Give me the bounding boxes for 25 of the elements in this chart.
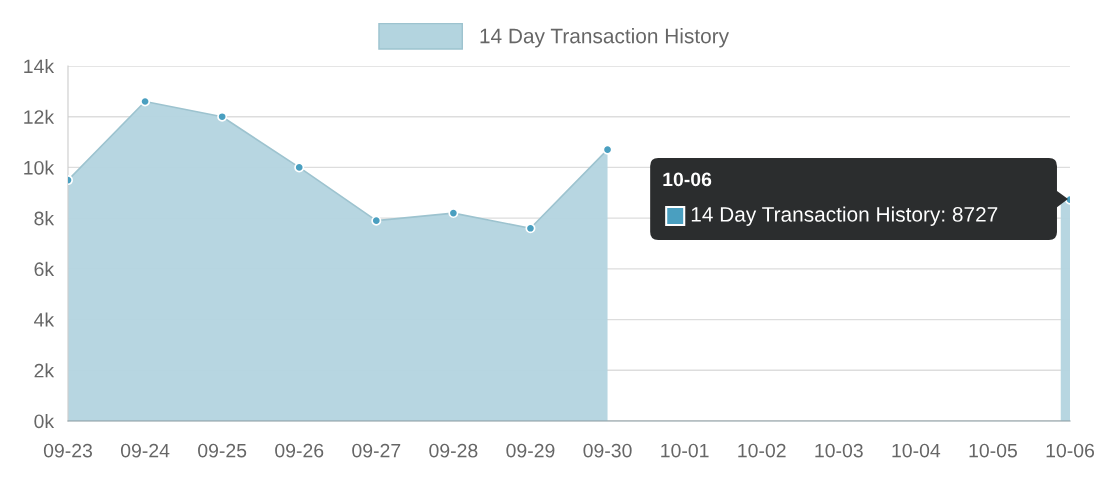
x-tick-label: 09-23 — [43, 443, 93, 458]
annotation: 10-06 — [663, 172, 712, 187]
y-tick-label: 10k — [24, 160, 55, 175]
x-tick-label: 09-30 — [583, 443, 632, 458]
x-tick-label: 10-06 — [1046, 443, 1095, 458]
x-tick-label: 09-24 — [120, 443, 170, 458]
x-tick-label: 10-03 — [815, 443, 863, 458]
x-tick-label: 09-28 — [429, 443, 478, 458]
y-tick-label: 8k — [34, 211, 55, 226]
y-tick-label: 14k — [24, 58, 55, 74]
y-tick-label: 0k — [34, 413, 55, 429]
y-tick-label: 4k — [34, 312, 55, 327]
legend-label: 14 Day Transaction History — [480, 28, 730, 48]
annotation: 14 Day Transaction History: 8727 — [691, 206, 998, 226]
y-tick-label: 2k — [34, 363, 55, 378]
x-tick-label: 10-05 — [969, 443, 1017, 458]
x-tick-label: 09-29 — [506, 443, 555, 458]
y-tick-label: 12k — [24, 109, 55, 124]
x-tick-label: 09-25 — [198, 443, 247, 458]
x-tick-label: 09-26 — [275, 443, 324, 458]
x-tick-label: 10-04 — [892, 443, 941, 458]
x-tick-label: 09-27 — [352, 443, 401, 458]
x-tick-label: 10-02 — [738, 443, 786, 458]
x-tick-label: 10-01 — [661, 443, 709, 458]
y-tick-label: 6k — [34, 261, 55, 277]
